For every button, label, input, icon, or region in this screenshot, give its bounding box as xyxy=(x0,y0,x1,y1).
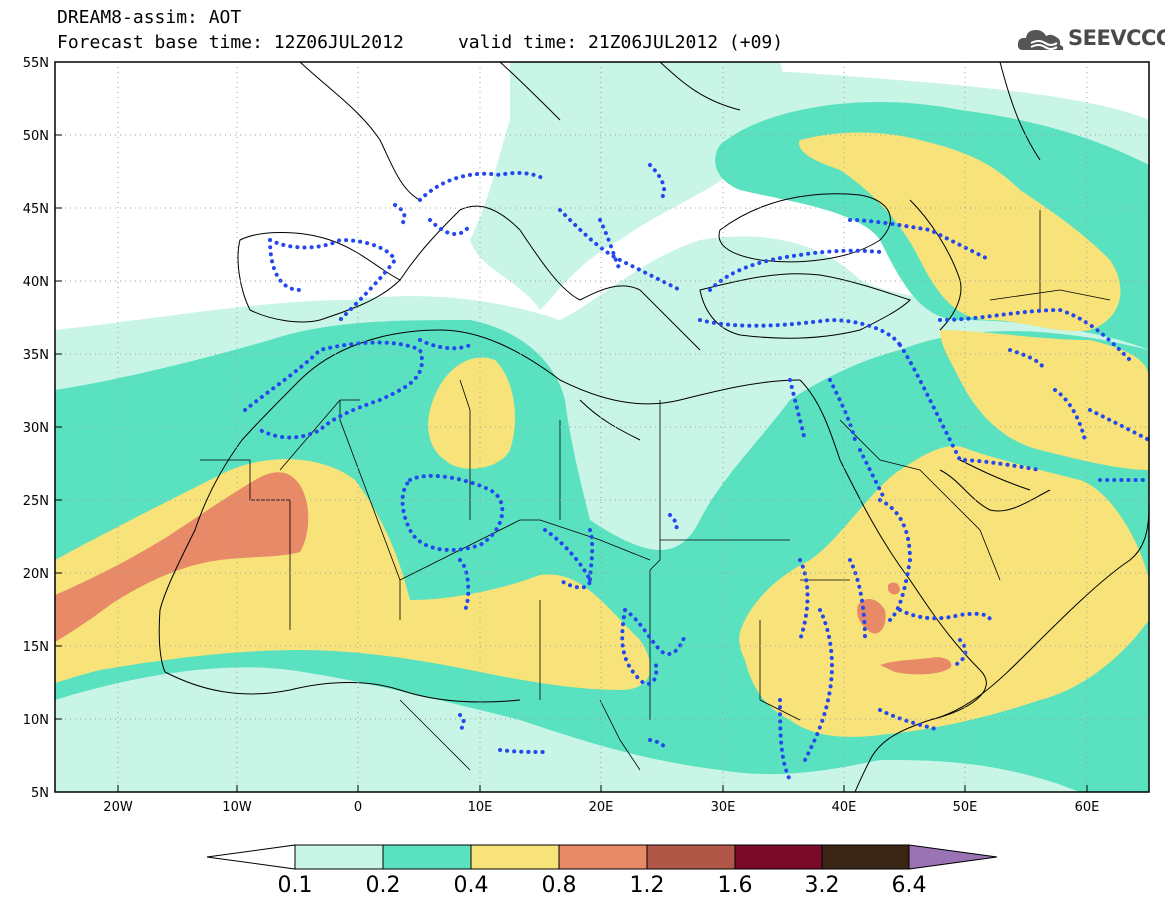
lon-label: 20W xyxy=(103,800,133,815)
lat-label: 35N xyxy=(23,348,49,363)
lat-label: 25N xyxy=(23,494,49,509)
scale-segment xyxy=(382,844,472,870)
scale-label: 0.4 xyxy=(454,873,489,898)
forecast-times: Forecast base time: 12Z06JUL2012 valid t… xyxy=(57,32,784,53)
scale-label: 6.4 xyxy=(892,873,927,898)
seevccc-logo xyxy=(1017,30,1064,50)
scale-label: 1.2 xyxy=(630,873,665,898)
lon-label: 30E xyxy=(711,800,736,815)
scale-label: 0.1 xyxy=(278,873,313,898)
lat-label: 20N xyxy=(23,567,49,582)
color-scale xyxy=(206,844,998,870)
scale-arrow-low xyxy=(206,844,296,870)
latitude-labels: 55N 50N 45N 40N 35N 30N 25N 20N 15N 10N … xyxy=(23,56,49,801)
scale-label: 1.6 xyxy=(718,873,753,898)
scale-segment xyxy=(294,844,384,870)
lat-label: 40N xyxy=(23,275,49,290)
scale-segment xyxy=(470,844,560,870)
lon-label: 10E xyxy=(468,800,493,815)
lat-label: 30N xyxy=(23,421,49,436)
scale-segment xyxy=(558,844,648,870)
lat-label: 10N xyxy=(23,713,49,728)
longitude-labels: 20W 10W 0 10E 20E 30E 40E 50E 60E xyxy=(103,800,1099,815)
graticule xyxy=(55,62,1149,792)
coastlines xyxy=(158,62,1149,792)
observation-contours xyxy=(243,163,1149,782)
scale-label: 3.2 xyxy=(805,873,840,898)
scale-segment xyxy=(821,844,910,870)
lon-label: 60E xyxy=(1075,800,1100,815)
scale-segment xyxy=(646,844,736,870)
lat-label: 55N xyxy=(23,56,49,71)
scale-labels: 0.1 0.2 0.4 0.8 1.2 1.6 3.2 6.4 xyxy=(278,873,927,898)
lat-label: 15N xyxy=(23,640,49,655)
scale-label: 0.2 xyxy=(366,873,401,898)
axis-ticks xyxy=(55,134,1088,792)
country-borders xyxy=(200,210,1111,771)
lon-label: 0 xyxy=(354,800,362,815)
lon-label: 10W xyxy=(222,800,252,815)
lon-label: 50E xyxy=(953,800,978,815)
aot-field xyxy=(55,62,1149,792)
lat-label: 50N xyxy=(23,129,49,144)
lon-label: 40E xyxy=(832,800,857,815)
map-title: DREAM8-assim: AOT xyxy=(57,7,242,28)
lon-label: 20E xyxy=(589,800,614,815)
scale-label: 0.8 xyxy=(542,873,577,898)
scale-segment xyxy=(734,844,823,870)
logo-text: SEEVCCC xyxy=(1068,26,1165,50)
lat-label: 5N xyxy=(31,786,49,801)
scale-arrow-high xyxy=(908,844,998,870)
lat-label: 45N xyxy=(23,202,49,217)
